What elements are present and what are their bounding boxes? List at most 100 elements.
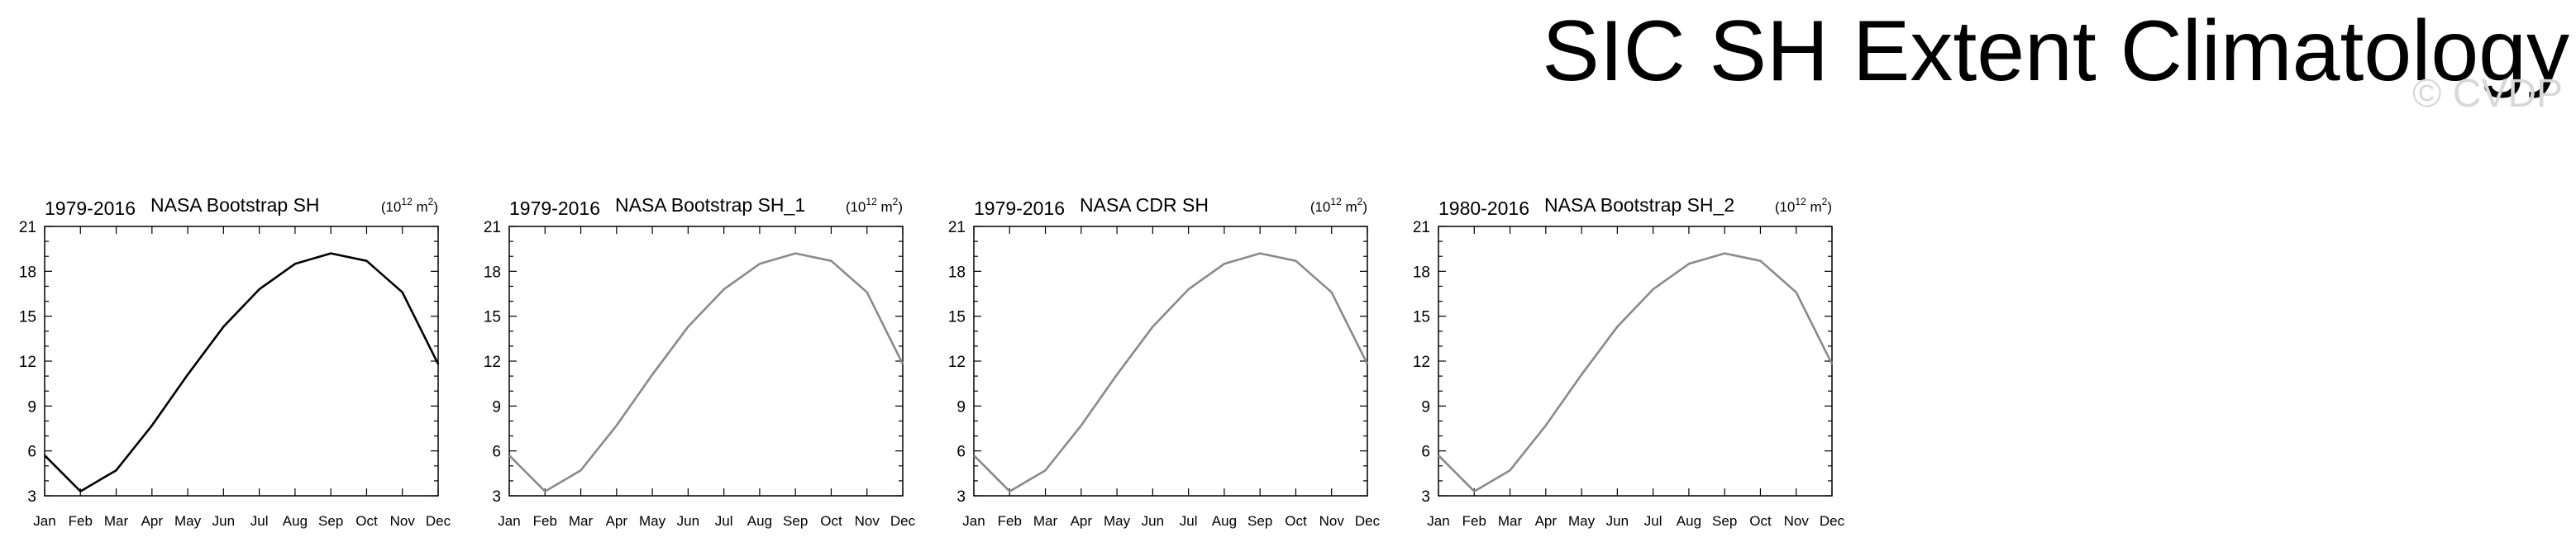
x-tick-label: Aug: [1677, 513, 1701, 529]
chart-title: NASA CDR SH: [1080, 194, 1209, 216]
x-tick-label: Jun: [1606, 513, 1629, 529]
y-tick-label: 6: [492, 444, 501, 461]
chart-units: (1012 m2): [381, 196, 438, 215]
y-tick-label: 12: [484, 354, 501, 371]
x-tick-label: Jun: [212, 513, 235, 529]
chart-period: 1980-2016: [1438, 197, 1529, 219]
x-tick-label: Mar: [104, 513, 129, 529]
y-tick-label: 21: [1413, 219, 1430, 236]
y-tick-label: 9: [492, 398, 501, 416]
x-tick-label: Dec: [1355, 513, 1381, 529]
x-tick-label: Jan: [498, 513, 520, 529]
y-tick-label: 15: [19, 309, 36, 326]
y-tick-label: 3: [27, 488, 36, 506]
chart-period: 1979-2016: [509, 197, 600, 219]
x-tick-label: Oct: [820, 513, 842, 529]
chart-title: NASA Bootstrap SH_1: [615, 194, 805, 216]
y-tick-label: 21: [948, 219, 966, 236]
x-tick-label: Jul: [1644, 513, 1662, 529]
x-tick-label: Jul: [1180, 513, 1198, 529]
x-tick-label: May: [174, 513, 202, 529]
series-line: [1438, 252, 1834, 493]
plot-frame: [1438, 226, 1833, 497]
x-tick-label: Jan: [33, 513, 55, 529]
y-tick-label: 9: [1421, 398, 1430, 416]
y-tick-label: 3: [956, 488, 966, 506]
series-line: [973, 252, 1369, 493]
x-tick-label: Jan: [962, 513, 985, 529]
x-tick-label: May: [639, 513, 666, 529]
x-tick-label: Oct: [1749, 513, 1772, 529]
y-tick-label: 6: [1421, 444, 1430, 461]
chart-units: (1012 m2): [1310, 196, 1367, 215]
x-tick-label: Oct: [355, 513, 378, 529]
x-tick-label: Sep: [783, 513, 808, 529]
chart-svg: 1979-2016 NASA Bootstrap SH (1012 m2) 3 6 9 12…: [19, 194, 451, 529]
y-tick-label: 18: [1413, 264, 1430, 281]
chart-period: 1979-2016: [974, 197, 1065, 219]
y-tick-label: 9: [956, 398, 966, 416]
x-tick-label: Sep: [318, 513, 343, 529]
plot-frame: [973, 226, 1368, 497]
x-tick-label: Aug: [747, 513, 772, 529]
series-line: [44, 252, 440, 493]
y-tick-label: 12: [948, 354, 966, 371]
x-tick-label: Nov: [390, 513, 416, 529]
x-tick-label: Feb: [1462, 513, 1486, 529]
y-tick-label: 3: [492, 488, 501, 506]
x-tick-label: Sep: [1247, 513, 1272, 529]
x-tick-label: Mar: [1033, 513, 1058, 529]
page-title: SIC SH Extent Climatology: [1542, 3, 2569, 99]
chart-period: 1979-2016: [45, 197, 136, 219]
x-tick-label: Apr: [1071, 513, 1093, 529]
y-tick-label: 21: [19, 219, 36, 236]
x-tick-label: Nov: [855, 513, 880, 529]
x-tick-label: Jul: [715, 513, 733, 529]
x-tick-label: Jan: [1427, 513, 1449, 529]
x-tick-label: Apr: [606, 513, 628, 529]
chart-units: (1012 m2): [1775, 196, 1832, 215]
x-tick-label: Dec: [426, 513, 451, 529]
x-tick-label: Sep: [1712, 513, 1737, 529]
x-tick-label: Jun: [677, 513, 699, 529]
y-tick-label: 15: [948, 309, 966, 326]
chart-panel-4: 1980-2016 NASA Bootstrap SH_2 (1012 m2) 3 6 9…: [1394, 182, 1857, 545]
x-tick-label: Oct: [1285, 513, 1307, 529]
x-tick-label: Aug: [283, 513, 308, 529]
x-tick-label: May: [1568, 513, 1596, 529]
y-tick-label: 15: [484, 309, 501, 326]
x-tick-label: Mar: [569, 513, 594, 529]
x-tick-label: Feb: [533, 513, 557, 529]
x-tick-label: Nov: [1319, 513, 1345, 529]
x-tick-label: Dec: [1820, 513, 1845, 529]
chart-panel-1: 1979-2016 NASA Bootstrap SH (1012 m2) 3 6 9 12…: [0, 182, 463, 545]
x-tick-label: Apr: [141, 513, 164, 529]
chart-units: (1012 m2): [846, 196, 903, 215]
x-tick-label: Jul: [250, 513, 269, 529]
chart-title: NASA Bootstrap SH: [150, 194, 320, 216]
y-tick-label: 15: [1413, 309, 1430, 326]
y-tick-label: 9: [27, 398, 36, 416]
chart-svg: 1980-2016 NASA Bootstrap SH_2 (1012 m2) 3 6 9…: [1413, 194, 1845, 529]
y-tick-label: 12: [19, 354, 36, 371]
x-tick-label: Jun: [1142, 513, 1164, 529]
y-tick-label: 18: [19, 264, 36, 281]
y-tick-label: 18: [948, 264, 966, 281]
chart-svg: 1979-2016 NASA CDR SH (1012 m2) 3 6 9 12 15 18 21…: [948, 194, 1381, 529]
y-tick-label: 18: [484, 264, 501, 281]
chart-title: NASA Bootstrap SH_2: [1544, 194, 1734, 216]
chart-panel-3: 1979-2016 NASA CDR SH (1012 m2) 3 6 9 12 15 18 21…: [929, 182, 1392, 545]
x-tick-label: Apr: [1535, 513, 1558, 529]
x-tick-label: May: [1104, 513, 1131, 529]
series-line: [508, 252, 904, 493]
y-tick-label: 6: [956, 444, 966, 461]
x-tick-label: Nov: [1784, 513, 1810, 529]
x-tick-label: Feb: [69, 513, 93, 529]
x-tick-label: Aug: [1212, 513, 1237, 529]
x-tick-label: Feb: [998, 513, 1022, 529]
plot-frame: [44, 226, 439, 497]
y-tick-label: 21: [484, 219, 501, 236]
y-tick-label: 3: [1421, 488, 1430, 506]
y-tick-label: 6: [27, 444, 36, 461]
x-tick-label: Mar: [1498, 513, 1523, 529]
